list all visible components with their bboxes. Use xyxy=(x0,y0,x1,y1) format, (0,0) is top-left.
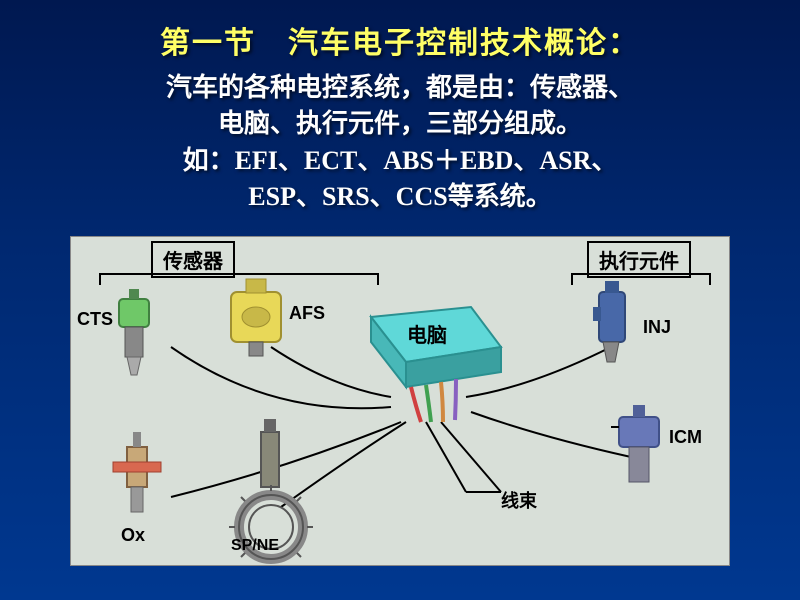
afs-label: AFS xyxy=(289,303,325,324)
wire-label: 线束 xyxy=(501,487,537,513)
ox-label: Ox xyxy=(121,525,145,546)
body-line-4: ESP、SRS、CCS等系统。 xyxy=(30,179,770,215)
body-line-2: 电脑、执行元件，三部分组成。 xyxy=(30,106,770,142)
ox-icon xyxy=(113,432,161,512)
icm-icon xyxy=(611,405,659,482)
spne-label: SP/NE xyxy=(231,537,279,555)
body-text: 汽车的各种电控系统，都是由：传感器、 电脑、执行元件，三部分组成。 如：EFI、… xyxy=(0,62,800,216)
diagram-container: 传感器 执行元件 xyxy=(70,236,730,566)
inj-icon xyxy=(593,281,625,362)
body-line-3: 如：EFI、ECT、ABS＋EBD、ASR、 xyxy=(30,143,770,179)
ecu-label: 电脑 xyxy=(407,319,447,348)
cts-icon xyxy=(119,289,149,375)
body-line-1: 汽车的各种电控系统，都是由：传感器、 xyxy=(30,70,770,106)
page-title: 第一节 汽车电子控制技术概论： xyxy=(0,0,800,62)
diagram-svg xyxy=(71,237,731,567)
cts-label: CTS xyxy=(77,309,113,330)
inj-label: INJ xyxy=(643,317,671,338)
afs-icon xyxy=(231,279,281,356)
icm-label: ICM xyxy=(669,427,702,448)
